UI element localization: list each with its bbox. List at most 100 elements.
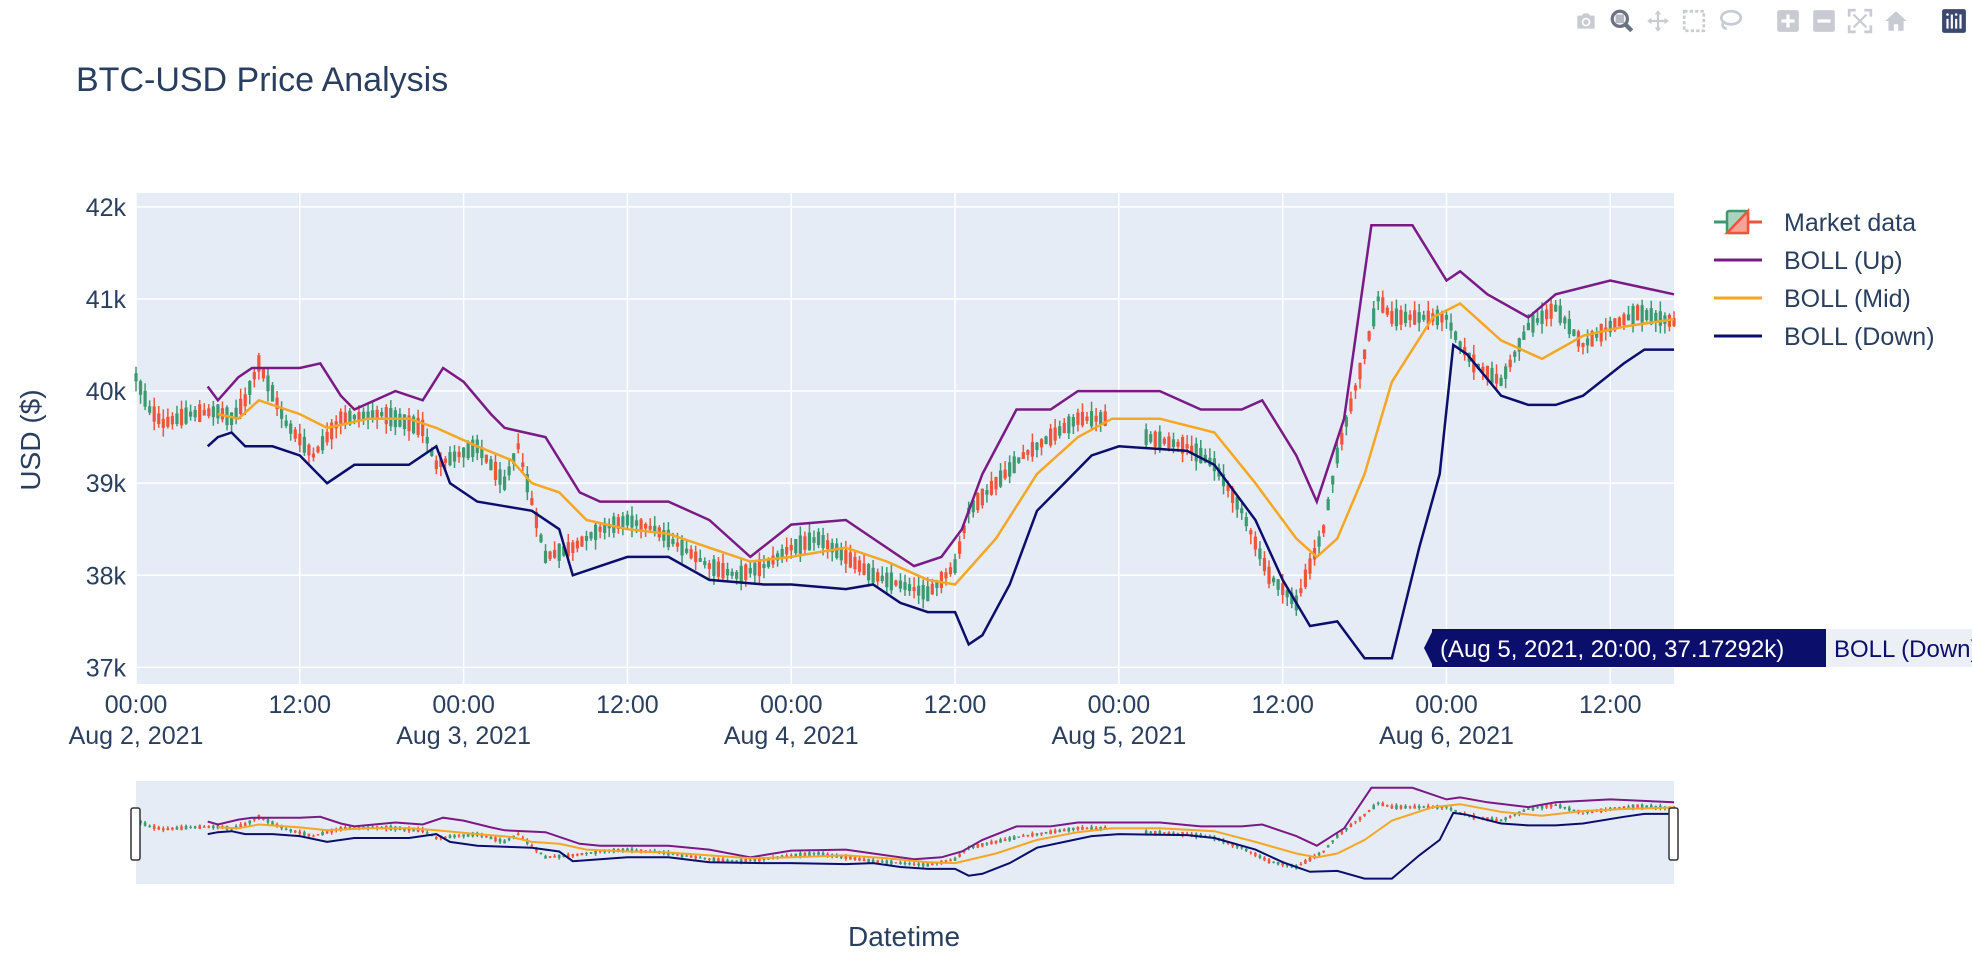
candle-body [512,453,516,464]
zoom-button[interactable] [1604,6,1640,36]
candle-body [421,419,425,437]
candle-body [1053,427,1057,441]
zoom-out-icon [1813,10,1835,32]
zoom-in-button[interactable] [1770,6,1806,36]
candle-body [1058,426,1062,436]
candle-body [1390,805,1394,809]
candle-body [211,406,215,418]
candle-body [361,411,366,421]
candle-body [175,413,179,424]
candle-body [193,826,197,829]
candle-body [744,858,748,863]
candle-body [798,535,802,554]
box-select-button[interactable] [1676,6,1712,36]
plotly-logo-button[interactable] [1936,6,1972,36]
candle-body [1003,839,1007,841]
range-slider[interactable] [130,781,1679,884]
legend-item[interactable]: BOLL (Down) [1714,323,1935,351]
legend: Market data BOLL (Up) BOLL (Mid) BOLL (Down… [1714,207,1935,351]
range-slider-handle[interactable] [130,807,141,861]
candle-body [1422,314,1426,320]
candle-body [698,857,702,859]
candle-body [1540,310,1544,325]
candle-body [380,412,384,417]
candle-body [243,823,247,826]
candle-body [462,834,465,837]
candle-body [212,825,215,829]
candle-body [1549,804,1553,808]
pan-button[interactable] [1640,6,1676,36]
candle-body [1235,496,1239,510]
zoom-in-icon [1777,10,1799,32]
hover-series-name: BOLL (Down) [1834,636,1972,663]
candle-body [671,538,675,545]
candle-body [826,853,829,856]
candle-body [576,853,579,856]
candle-body [1531,314,1535,333]
range-slider-handle[interactable] [1668,807,1679,861]
candle-body [799,852,802,857]
autoscale-button[interactable] [1842,6,1878,36]
candle-body [1303,569,1308,588]
legend-label: BOLL (Mid) [1784,285,1911,313]
candle-body [453,835,456,838]
candle-body [994,840,998,844]
legend-item[interactable]: Market data [1714,207,1916,237]
candle-body [1158,831,1162,835]
candle-body [498,469,502,485]
candle-body [411,416,416,434]
candle-body [1381,297,1385,313]
candle-body [630,515,634,528]
candle-body [1540,805,1544,809]
candle-body [161,418,165,428]
lasso-select-button[interactable] [1712,6,1748,36]
plot-area[interactable] [136,193,1674,684]
candle-body [435,837,438,839]
candle-body [1022,835,1025,837]
candle-body [1067,416,1071,434]
candle-body [939,571,944,588]
legend-item[interactable]: BOLL (Mid) [1714,285,1911,313]
camera-button[interactable] [1568,6,1604,36]
candle-body [1317,853,1321,856]
candle-body [598,851,602,853]
x-tick-date-label: Aug 5, 2021 [1051,722,1186,750]
candle-body [898,580,903,589]
candle-body [1444,314,1449,320]
candle-body [266,375,270,392]
candle-body [844,855,848,859]
reset-axes-button[interactable] [1878,6,1914,36]
candle-body [1590,809,1594,814]
candle-body [1658,311,1662,326]
candle-body [270,385,275,402]
candle-body [1026,834,1030,836]
zoom-out-button[interactable] [1806,6,1842,36]
candle-body [594,850,597,854]
candle-body [1527,808,1530,810]
candle-body [907,584,912,592]
candle-body [639,849,643,852]
candle-body [821,852,825,856]
candle-body [1645,805,1648,808]
candle-body [1317,536,1321,547]
candle-body [962,850,966,853]
candle-body [662,530,666,541]
candle-body [593,524,598,540]
candle-body [484,454,488,463]
candle-body [1158,431,1162,449]
candle-body [1030,442,1035,457]
candle-body [311,453,316,458]
candle-body [257,355,261,372]
candle-body [1335,447,1339,464]
candle-body [1062,422,1066,433]
candle-body [262,817,265,820]
candle-body [1308,857,1312,861]
candle-body [1103,411,1107,427]
candle-body [1271,577,1276,583]
range-slider-line [217,803,1675,865]
legend-item[interactable]: BOLL (Up) [1714,247,1903,275]
boll-line [217,301,1675,586]
candle-body [1613,318,1617,331]
autoscale-icon [1847,8,1873,34]
camera-icon [1577,13,1595,29]
